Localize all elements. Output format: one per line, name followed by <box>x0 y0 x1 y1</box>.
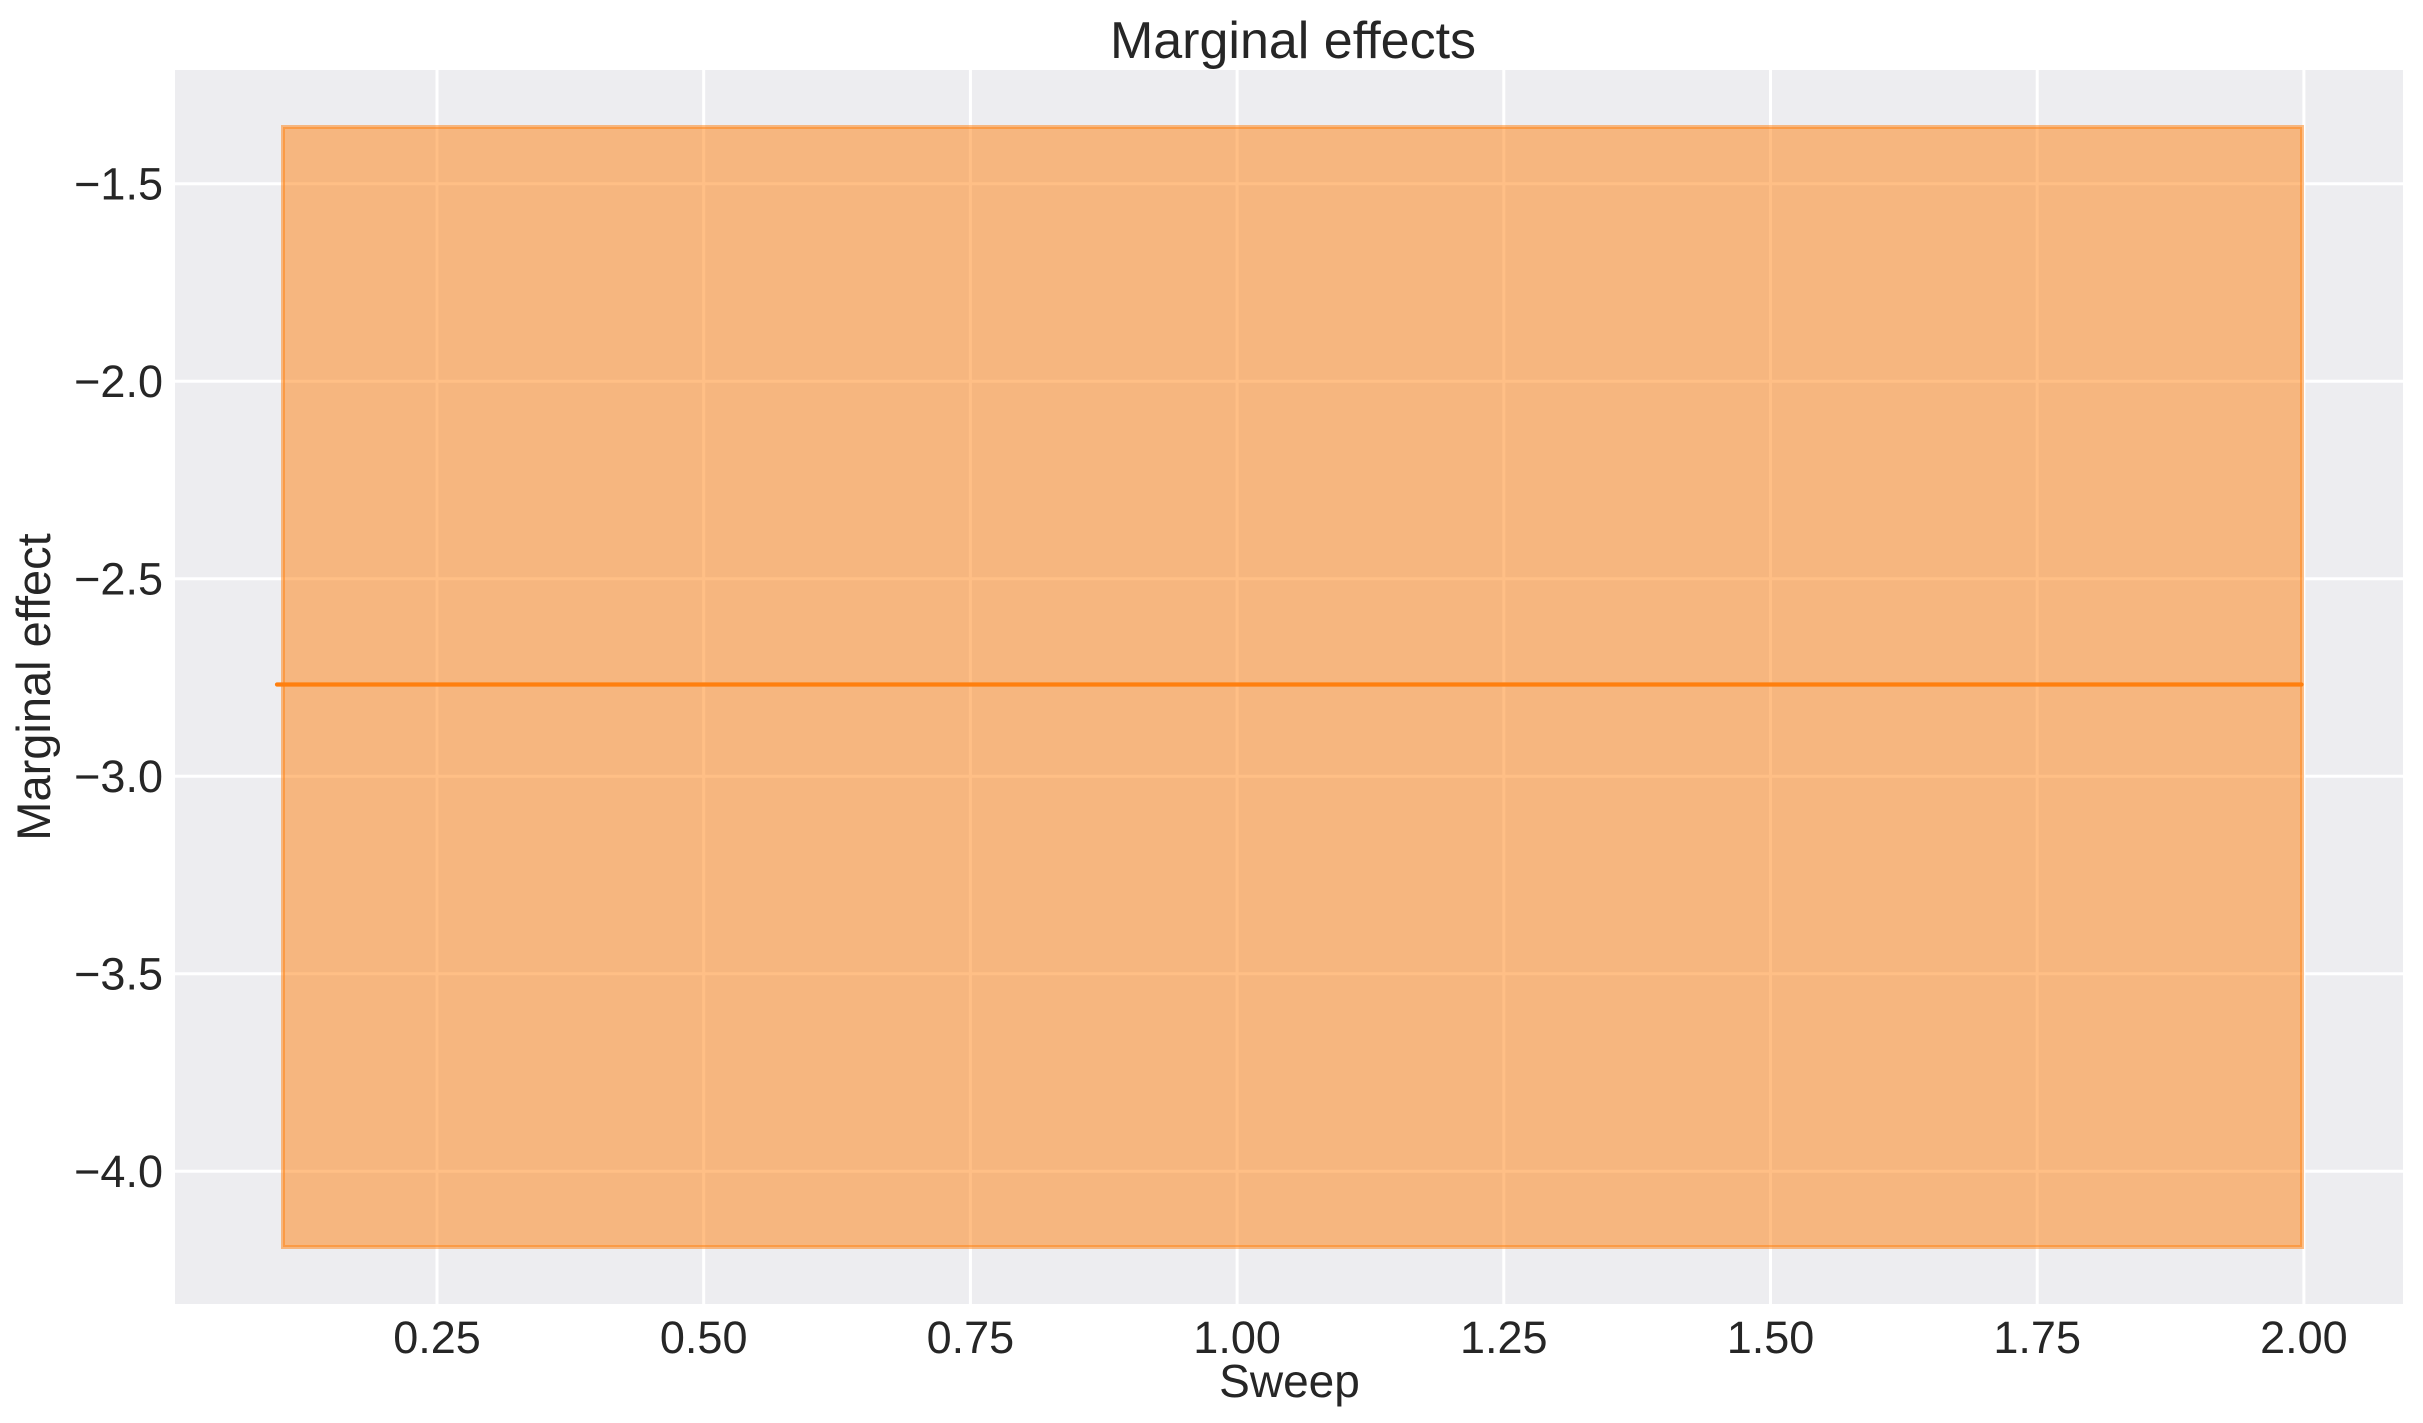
svg-text:0.75: 0.75 <box>927 1312 1015 1363</box>
svg-text:−4.0: −4.0 <box>74 1146 163 1197</box>
svg-text:0.25: 0.25 <box>393 1312 481 1363</box>
svg-text:1.00: 1.00 <box>1193 1312 1281 1363</box>
svg-text:−3.0: −3.0 <box>74 751 163 802</box>
svg-text:Marginal effects: Marginal effects <box>1110 12 1476 70</box>
svg-text:Marginal effect: Marginal effect <box>7 533 60 840</box>
svg-text:1.50: 1.50 <box>1727 1312 1815 1363</box>
svg-text:Sweep: Sweep <box>1219 1355 1360 1407</box>
svg-text:−1.5: −1.5 <box>74 159 163 210</box>
svg-text:0.50: 0.50 <box>660 1312 748 1363</box>
svg-text:1.25: 1.25 <box>1460 1312 1548 1363</box>
svg-text:−2.5: −2.5 <box>74 554 163 605</box>
svg-text:−3.5: −3.5 <box>74 949 163 1000</box>
svg-text:−2.0: −2.0 <box>74 356 163 407</box>
svg-text:1.75: 1.75 <box>1993 1312 2081 1363</box>
svg-text:2.00: 2.00 <box>2260 1312 2348 1363</box>
